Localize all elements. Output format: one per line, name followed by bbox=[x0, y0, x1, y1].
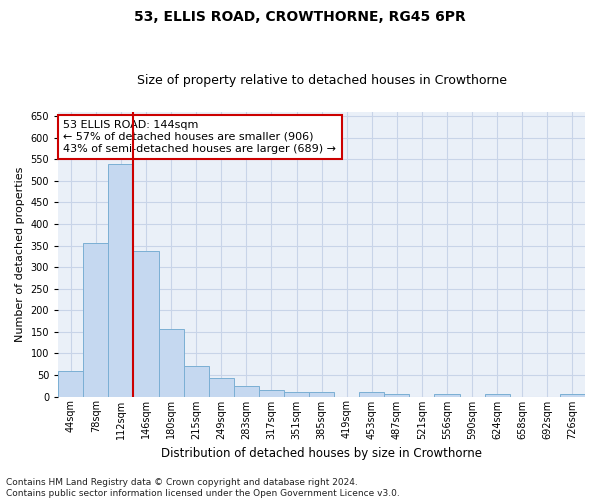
Bar bbox=[309, 392, 334, 396]
Text: Contains HM Land Registry data © Crown copyright and database right 2024.
Contai: Contains HM Land Registry data © Crown c… bbox=[6, 478, 400, 498]
Text: 53 ELLIS ROAD: 144sqm
← 57% of detached houses are smaller (906)
43% of semi-det: 53 ELLIS ROAD: 144sqm ← 57% of detached … bbox=[64, 120, 337, 154]
Bar bbox=[209, 378, 234, 396]
Y-axis label: Number of detached properties: Number of detached properties bbox=[15, 166, 25, 342]
Bar bbox=[158, 329, 184, 396]
Bar bbox=[485, 394, 510, 396]
Bar bbox=[83, 244, 109, 396]
Bar bbox=[133, 250, 158, 396]
Bar bbox=[434, 394, 460, 396]
Bar bbox=[560, 394, 585, 396]
Bar bbox=[234, 386, 259, 396]
X-axis label: Distribution of detached houses by size in Crowthorne: Distribution of detached houses by size … bbox=[161, 447, 482, 460]
Bar bbox=[385, 394, 409, 396]
Text: 53, ELLIS ROAD, CROWTHORNE, RG45 6PR: 53, ELLIS ROAD, CROWTHORNE, RG45 6PR bbox=[134, 10, 466, 24]
Bar bbox=[284, 392, 309, 396]
Bar bbox=[184, 366, 209, 396]
Bar bbox=[259, 390, 284, 396]
Bar bbox=[58, 372, 83, 396]
Bar bbox=[359, 392, 385, 396]
Title: Size of property relative to detached houses in Crowthorne: Size of property relative to detached ho… bbox=[137, 74, 506, 87]
Bar bbox=[109, 164, 133, 396]
